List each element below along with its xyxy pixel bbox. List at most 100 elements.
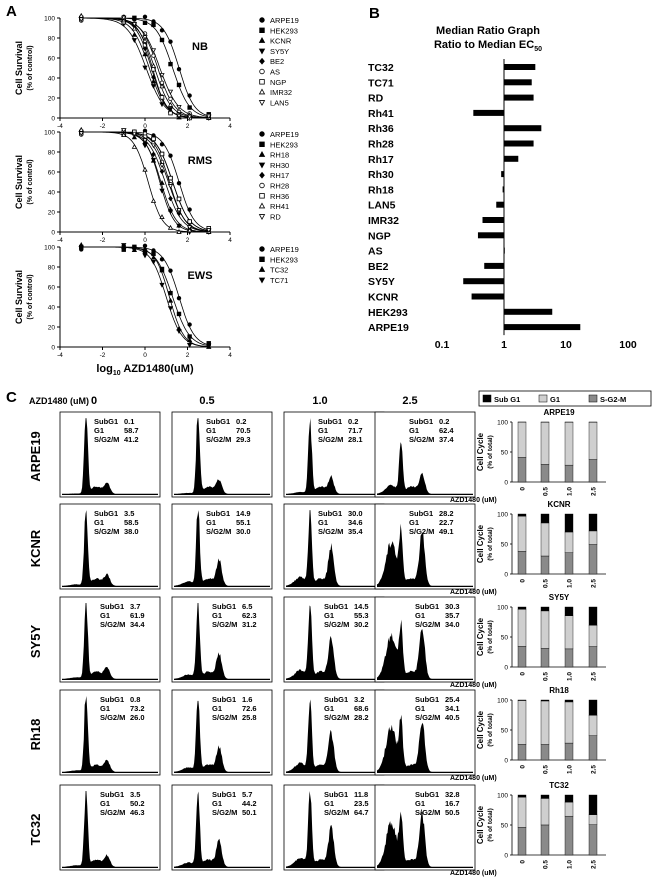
category-label: Rh18 [368,184,394,196]
data-point [159,37,165,43]
s-g2-m-segment [588,459,598,483]
data-point [167,209,174,215]
legend-swatch [588,394,598,403]
legend-label: SY5Y [270,47,289,56]
stat-label: G1 [415,611,425,620]
data-point [168,175,173,181]
stacked-bar-chart: TC32 0 50 100 Cell Cycle (% of total) 0 0.5 1.0 2… [450,781,606,877]
y-axis-label: Cell Cycle [476,524,485,563]
data-point [78,242,84,247]
s-g2-m-segment [564,815,574,856]
legend-marker [259,131,265,137]
data-point [142,166,148,172]
stat-value: 35.4 [348,527,363,536]
x-tick-label: -2 [100,237,106,244]
y-tick-label: 80 [48,150,56,157]
sub-g1-segment [588,794,598,815]
stat-value: 55.3 [354,611,369,620]
category-label: ARPE19 [368,322,409,334]
stacked-bar-chart: SY5Y 0 50 100 Cell Cycle (% of total) 0 0.5 1.0 2… [450,593,606,689]
histogram-area [62,603,158,680]
y-tick-label: 80 [48,36,56,43]
histogram-area [377,811,473,868]
stat-value: 0.2 [439,417,449,426]
stat-label: SubG1 [100,790,124,799]
legend-marker [258,37,266,43]
stat-value: 58.7 [124,426,139,435]
stat-label: S/G2/M [415,620,440,629]
x-tick-label: 0.5 [543,860,550,869]
row-label: ARPE19 [28,431,43,482]
category-label: RD [368,93,384,105]
x-tick-label: 0.5 [543,672,550,681]
sub-g1-segment [564,606,574,616]
stat-value: 26.0 [130,713,145,722]
data-point [142,51,148,57]
x-tick-label: 1 [501,339,507,351]
flow-histogram: SubG1 5.7 G1 44.2 S/G2/M 50.1 [171,784,273,871]
y-axis-label-sub: (% of total) [487,620,494,654]
s-g2-m-segment [588,735,598,761]
data-point [78,13,84,18]
legend-label: RD [270,212,281,221]
data-point [176,229,182,234]
chart-title: RMS [188,155,212,167]
stat-label: SubG1 [212,790,236,799]
s-g2-m-segment [517,646,527,668]
fit-curve-hek293 [81,246,209,347]
s-g2-m-segment [540,648,550,668]
data-point [131,25,138,31]
stat-value: 46.3 [130,808,145,817]
legend-label: TC32 [270,266,288,275]
stat-value: 58.5 [124,518,139,527]
ratio-bar [473,109,504,116]
stat-label: S/G2/M [100,713,125,722]
survival-chart-rms: 0 20 40 60 80 100 -4 -2 0 2 4 Cell Survival (% of co… [14,127,299,244]
legend-label: S-G2-M [600,395,626,404]
stat-label: S/G2/M [409,527,434,536]
stat-label: G1 [212,704,222,713]
data-point [159,214,165,219]
s-g2-m-segment [540,744,550,761]
category-label: Rh28 [368,139,394,151]
y-tick-label: 20 [48,210,56,217]
stat-label: S/G2/M [415,808,440,817]
survival-chart-nb: 0 20 40 60 80 100 -4 -2 0 2 4 Cell Survival (% of co… [14,13,299,130]
ratio-bar [496,201,504,208]
x-tick-label: 0 [520,860,527,864]
data-point [186,227,193,233]
stacked-bar-chart: ARPE19 0 50 100 Cell Cycle (% of total) 0 0.5 1.… [450,408,606,504]
row-label: Rh18 [28,719,43,751]
category-label: Rh17 [368,154,394,166]
x-tick-label: 2.5 [591,672,598,681]
histogram-area [286,699,382,773]
x-tick-label: 0.5 [543,765,550,774]
data-point [150,157,157,163]
stat-value: 11.8 [354,790,368,799]
stat-label: S/G2/M [212,808,237,817]
x-tick-label: -4 [57,237,63,244]
chart-title: EWS [187,270,212,282]
stat-label: G1 [318,426,328,435]
stat-label: SubG1 [94,417,118,426]
stat-value: 34.6 [348,518,363,527]
g1-segment [588,814,598,825]
histogram-frame [59,596,161,683]
x-tick-label: 2.5 [591,765,598,774]
stat-label: S/G2/M [324,713,349,722]
s-g2-m-segment [564,464,574,483]
stat-value: 62.3 [242,611,257,620]
ratio-bar [504,64,536,70]
data-point [176,311,182,317]
y-axis-label: Cell Survival [14,270,24,324]
data-point [187,219,192,224]
stat-value: 32.8 [445,790,460,799]
s-g2-m-segment [540,555,550,575]
x-tick-label: 4 [228,237,232,244]
stat-value: 25.4 [445,695,460,704]
histogram-area [174,700,270,773]
y-tick-label: 60 [48,170,56,177]
data-point [187,322,192,327]
x-tick-label: 0 [143,237,147,244]
legend-marker [258,266,266,272]
